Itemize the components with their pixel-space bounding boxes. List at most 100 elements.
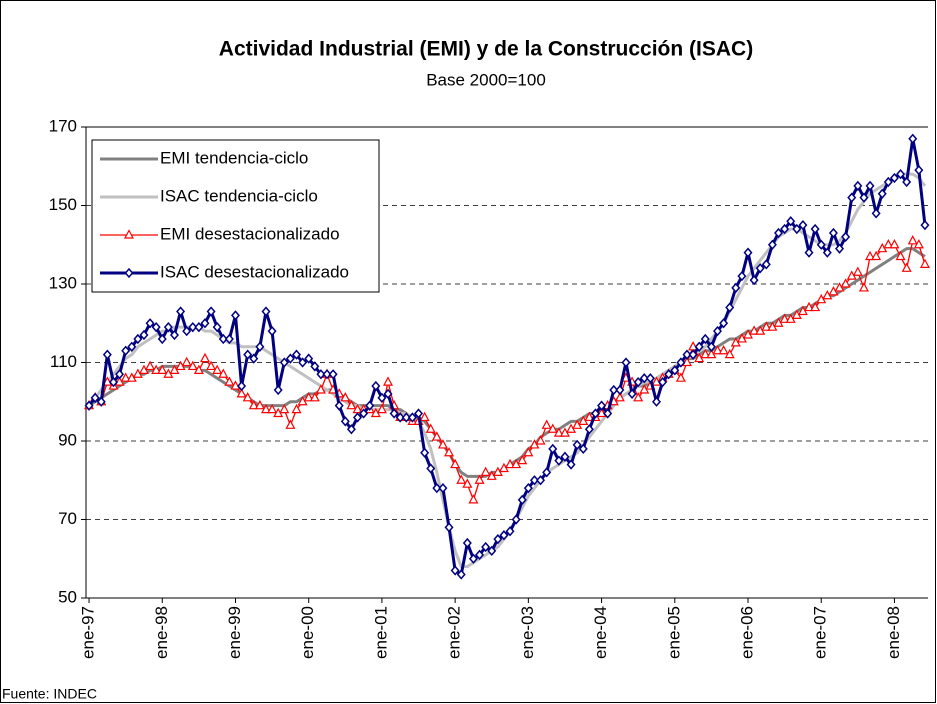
point-marker	[437, 439, 448, 449]
point-marker	[767, 239, 777, 250]
point-marker	[493, 533, 503, 545]
point-marker	[401, 412, 411, 423]
point-marker	[523, 482, 533, 494]
point-marker	[883, 176, 893, 188]
point-marker	[121, 345, 131, 356]
point-marker	[639, 373, 649, 384]
point-marker	[249, 353, 259, 364]
point-marker	[267, 403, 278, 414]
point-marker	[597, 400, 607, 411]
point-marker	[291, 403, 302, 414]
series	[84, 133, 930, 580]
point-marker	[474, 474, 485, 484]
point-marker	[858, 282, 869, 292]
point-marker	[895, 250, 906, 261]
point-marker	[425, 423, 436, 433]
point-marker	[199, 352, 210, 363]
point-marker	[346, 424, 356, 435]
point-marker	[871, 250, 882, 261]
point-marker	[590, 408, 600, 419]
point-marker	[798, 219, 808, 231]
x-tick-label: ene-97	[79, 606, 98, 659]
point-marker	[541, 419, 552, 429]
point-marker	[212, 364, 223, 374]
point-marker	[414, 408, 424, 419]
point-marker	[553, 427, 564, 437]
point-marker	[859, 192, 869, 203]
point-marker	[914, 165, 924, 176]
point-marker	[285, 353, 295, 364]
x-tick-label: ene-08	[884, 606, 903, 659]
point-marker	[499, 530, 509, 541]
point-marker	[230, 310, 240, 321]
point-marker	[603, 408, 613, 419]
point-marker	[615, 384, 625, 396]
point-marker	[670, 365, 680, 376]
point-marker	[273, 384, 283, 396]
point-marker	[237, 380, 247, 392]
point-marker	[108, 376, 118, 388]
point-marker	[163, 322, 173, 333]
point-marker	[865, 250, 876, 261]
point-marker	[365, 400, 375, 411]
point-marker	[688, 349, 698, 360]
point-marker	[645, 373, 655, 384]
point-marker	[187, 360, 198, 371]
point-marker	[353, 412, 363, 423]
point-marker	[328, 369, 338, 380]
point-marker	[322, 369, 332, 380]
point-marker	[804, 247, 814, 258]
legend-label: ISAC tendencia-ciclo	[160, 186, 318, 205]
point-marker	[462, 478, 473, 488]
point-marker	[633, 392, 644, 402]
point-marker	[841, 231, 851, 243]
point-marker	[90, 392, 100, 403]
point-marker	[468, 494, 479, 504]
x-tick-label: ene-01	[371, 606, 390, 659]
point-marker	[908, 133, 918, 144]
point-marker	[724, 348, 735, 359]
point-marker	[596, 407, 607, 418]
point-marker	[584, 411, 595, 422]
x-tick-label: ene-00	[298, 606, 317, 659]
point-marker	[450, 565, 460, 576]
point-marker	[194, 322, 204, 333]
point-marker	[774, 227, 784, 239]
point-marker	[627, 388, 637, 400]
point-marker	[713, 325, 722, 337]
point-marker	[212, 322, 222, 333]
point-marker	[828, 227, 838, 239]
point-marker	[779, 313, 790, 323]
point-marker	[468, 553, 478, 564]
point-marker	[151, 364, 162, 374]
point-marker	[120, 372, 131, 382]
x-tick-label: ene-07	[811, 606, 830, 659]
point-marker	[303, 392, 314, 402]
x-tick-label: ene-03	[518, 606, 537, 659]
x-tick-label: ene-04	[591, 606, 610, 659]
point-marker	[248, 399, 259, 410]
point-marker	[102, 349, 112, 360]
point-marker	[96, 396, 106, 407]
point-marker	[371, 380, 381, 392]
point-marker	[712, 344, 723, 355]
source-note: Fuente: INDEC	[2, 686, 97, 702]
y-tick-label: 90	[58, 430, 77, 449]
point-marker	[157, 364, 168, 374]
point-marker	[840, 278, 851, 288]
chart-subtitle: Base 2000=100	[426, 70, 546, 89]
point-marker	[505, 526, 515, 537]
point-marker	[236, 388, 247, 398]
point-marker	[913, 238, 924, 249]
point-marker	[84, 400, 94, 411]
x-tick-label: ene-06	[737, 606, 756, 659]
point-marker	[254, 399, 265, 410]
point-marker	[420, 447, 430, 458]
x-tick-label: ene-98	[152, 606, 171, 659]
point-marker	[456, 474, 467, 484]
point-marker	[444, 446, 455, 457]
point-marker	[584, 424, 594, 435]
point-marker	[852, 266, 863, 276]
